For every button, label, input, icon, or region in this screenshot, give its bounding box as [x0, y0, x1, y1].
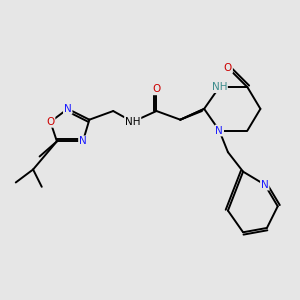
- Text: N: N: [79, 136, 87, 146]
- Text: O: O: [224, 63, 232, 73]
- Text: O: O: [152, 84, 160, 94]
- Text: NH: NH: [212, 82, 227, 92]
- Text: N: N: [215, 125, 223, 136]
- Text: NH: NH: [125, 117, 140, 127]
- Text: N: N: [64, 104, 72, 114]
- Text: O: O: [46, 117, 55, 127]
- Text: N: N: [261, 180, 268, 190]
